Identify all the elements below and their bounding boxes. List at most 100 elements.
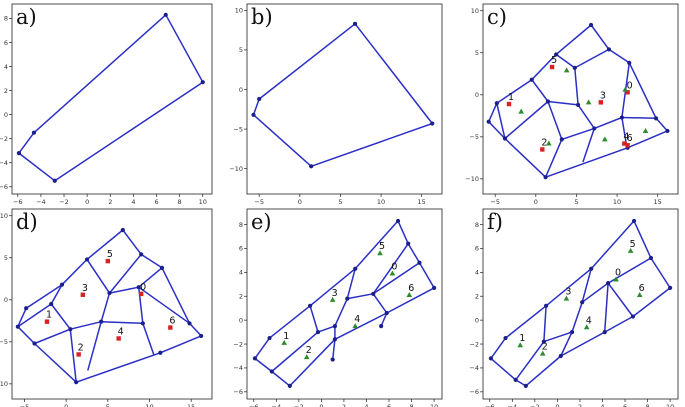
- vertex-dot: [572, 65, 577, 70]
- vertex-dot: [430, 121, 435, 126]
- vertex-dot: [31, 130, 37, 135]
- vertex-dot: [529, 77, 534, 82]
- site-label: 6: [639, 283, 645, 294]
- x-tick-label: 4: [131, 198, 135, 206]
- x-tick-label: 0: [85, 198, 89, 206]
- y-tick-label: 10: [0, 212, 8, 220]
- voronoi-edge: [496, 103, 506, 139]
- y-tick-label: 0: [475, 91, 479, 99]
- x-tick-label: 10: [145, 403, 153, 407]
- site-marker-green: [627, 247, 634, 253]
- site-marker-green: [585, 99, 592, 105]
- voronoi-edge: [70, 258, 111, 330]
- x-tick-label: 2: [108, 198, 112, 206]
- y-tick-label: 8: [4, 15, 8, 23]
- y-tick-label: −2: [0, 135, 8, 143]
- panel-frame: [482, 208, 679, 400]
- voronoi-edge: [69, 329, 77, 383]
- site-label: 0: [140, 282, 146, 293]
- vertex-dot: [252, 356, 257, 361]
- vertex-dot: [575, 102, 581, 107]
- site-marker-red: [76, 352, 81, 357]
- site-marker-green: [517, 342, 523, 348]
- site-marker-red: [116, 336, 121, 341]
- vertex-dot: [619, 115, 625, 120]
- panel-label: c): [487, 5, 507, 29]
- vertex-dot: [665, 128, 670, 134]
- site-label: 0: [391, 262, 397, 273]
- voronoi-edge: [574, 48, 610, 69]
- site-label: 3: [332, 288, 338, 299]
- voronoi-edge: [621, 116, 657, 120]
- x-tick-label: −5: [254, 198, 264, 206]
- x-tick-label: 0: [298, 198, 302, 206]
- vertex-dot: [606, 280, 611, 286]
- vertex-dot: [589, 266, 594, 271]
- x-tick-label: −6: [485, 403, 495, 407]
- vertex-dot: [543, 175, 548, 180]
- vertex-dot: [352, 21, 358, 26]
- site-marker-green: [539, 350, 546, 356]
- site-marker-red: [540, 147, 545, 152]
- vertex-dot: [379, 324, 384, 329]
- site-marker-green: [406, 292, 413, 298]
- y-tick-label: 2: [475, 293, 479, 301]
- x-tick-label: −4: [272, 403, 282, 407]
- site-marker-green: [636, 292, 643, 298]
- site-marker-red: [168, 325, 173, 330]
- vertex-dot: [417, 260, 422, 265]
- site-label: 6: [627, 133, 633, 144]
- y-tick-label: 4: [475, 269, 479, 277]
- vertex-dot: [139, 252, 144, 257]
- vertex-dot: [602, 329, 607, 335]
- panel-frame: [11, 3, 213, 195]
- site-marker-green: [303, 354, 310, 360]
- site-label: 2: [542, 342, 548, 353]
- vertex-dot: [107, 290, 112, 296]
- x-tick-label: 5: [574, 198, 578, 206]
- y-tick-label: 10: [471, 7, 479, 15]
- vertex-dot: [136, 285, 141, 290]
- site-label: 5: [379, 241, 385, 252]
- vertex-dot: [251, 112, 256, 117]
- voronoi-edge: [380, 312, 388, 327]
- site-marker-green: [583, 324, 590, 330]
- site-label: 1: [519, 333, 525, 344]
- site-marker-green: [546, 140, 552, 146]
- x-tick-label: 6: [623, 403, 627, 407]
- y-tick-label: 0: [475, 316, 479, 324]
- vertex-dot: [159, 265, 165, 270]
- panel-label: e): [251, 210, 272, 234]
- y-tick-label: −4: [0, 159, 8, 167]
- site-marker-green: [281, 339, 287, 345]
- vertex-dot: [84, 257, 90, 262]
- site-label: 6: [408, 283, 414, 294]
- y-tick-label: −5: [0, 338, 8, 346]
- panel-frame: [246, 3, 443, 195]
- site-marker-red: [625, 90, 630, 95]
- vertex-dot: [32, 341, 37, 346]
- vertex-dot: [395, 218, 401, 224]
- vertex-dot: [554, 52, 559, 57]
- vertex-dot: [74, 380, 79, 385]
- site-marker-green: [329, 296, 336, 302]
- vertex-dot: [502, 136, 508, 141]
- site-marker-green: [563, 67, 570, 73]
- vertex-dot: [68, 327, 73, 332]
- y-tick-label: −10: [465, 175, 479, 183]
- voronoi-edge: [87, 321, 102, 371]
- vertex-dot: [187, 321, 192, 326]
- vertex-dot: [494, 101, 499, 106]
- vertex-dot: [199, 333, 204, 339]
- vertex-dot: [488, 356, 493, 361]
- x-tick-label: 10: [430, 403, 438, 407]
- voronoi-edge: [603, 283, 609, 333]
- y-tick-label: −2: [233, 340, 243, 348]
- y-tick-label: 0: [4, 111, 8, 119]
- y-tick-label: 4: [4, 63, 8, 71]
- site-marker-green: [642, 127, 649, 133]
- voronoi-edge: [607, 282, 634, 317]
- vertex-dot: [332, 337, 338, 342]
- site-marker-red: [44, 319, 50, 324]
